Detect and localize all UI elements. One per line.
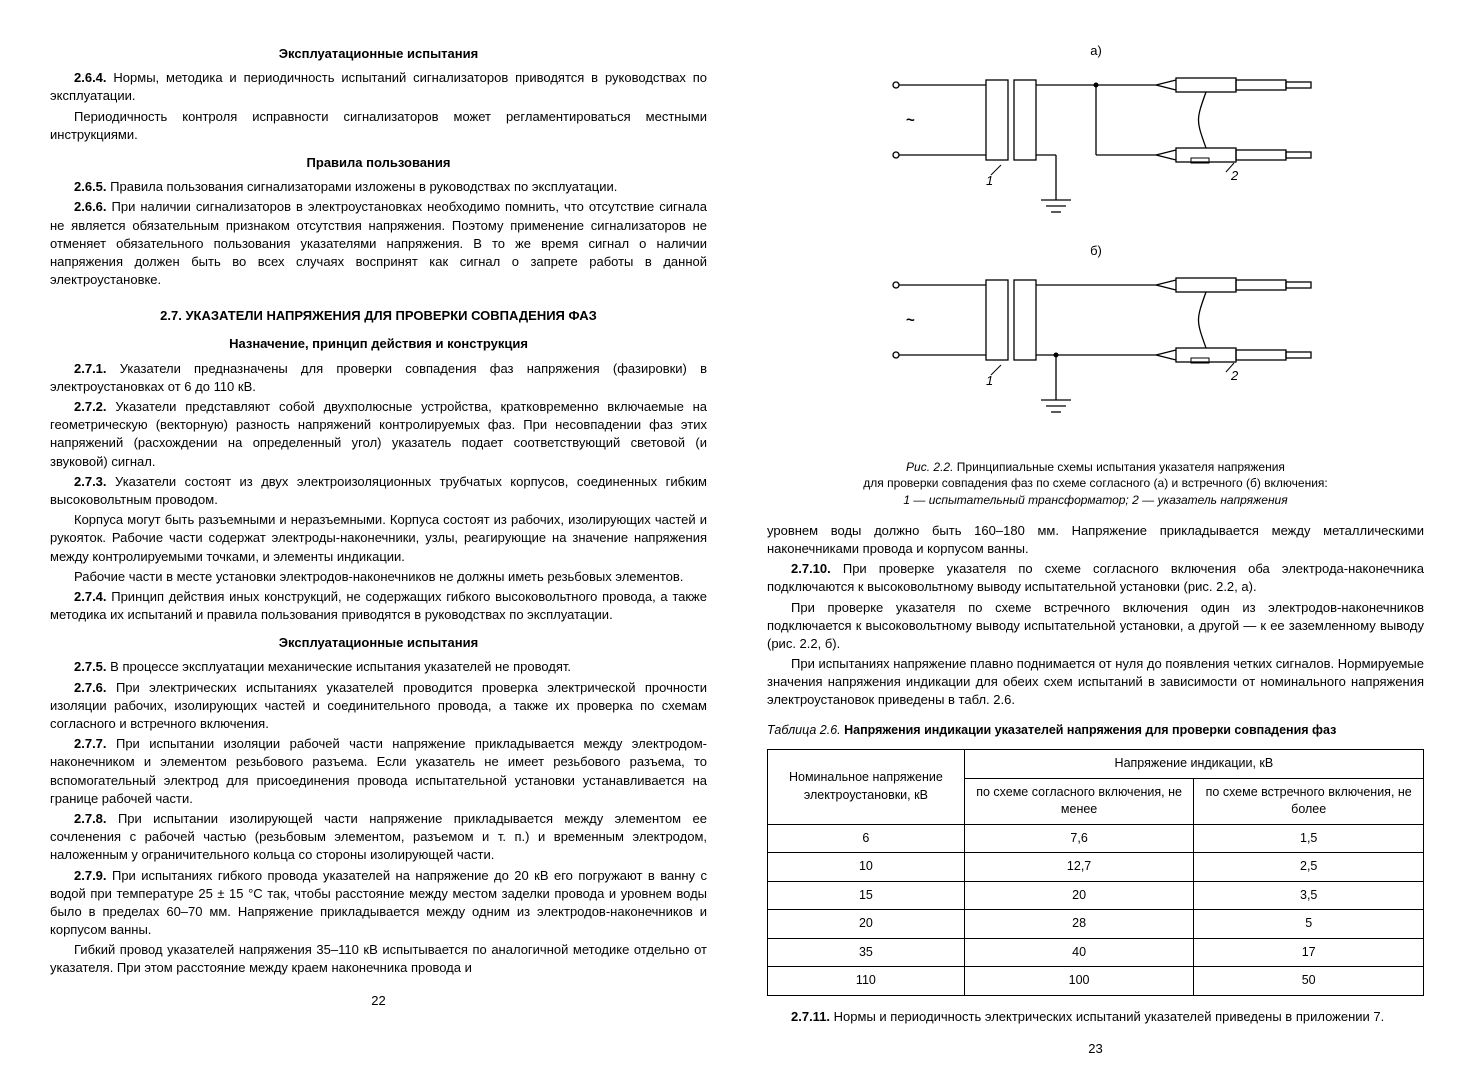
para-2710: 2.7.10. При проверке указателя по схеме …	[767, 560, 1424, 596]
table-row: 20285	[768, 910, 1424, 939]
heading-usage-rules: Правила пользования	[50, 154, 707, 172]
svg-text:2: 2	[1230, 168, 1239, 183]
svg-text:1: 1	[986, 173, 993, 188]
para-278: 2.7.8. При испытании изолирующей части н…	[50, 810, 707, 865]
para-265: 2.6.5. Правила пользования сигнализатора…	[50, 178, 707, 196]
para-276: 2.7.6. При электрических испытаниях указ…	[50, 679, 707, 734]
page-left: Эксплуатационные испытания 2.6.4. Нормы,…	[20, 20, 737, 1060]
th-indication: Напряжение индикации, кВ	[964, 750, 1423, 779]
table-row: 11010050	[768, 967, 1424, 996]
svg-text:~: ~	[906, 112, 915, 129]
svg-text:2: 2	[1230, 368, 1239, 383]
svg-text:1: 1	[986, 373, 993, 388]
table-row: 67,61,5	[768, 824, 1424, 853]
para-266: 2.6.6. При наличии сигнализаторов в элек…	[50, 198, 707, 289]
page-number-left: 22	[50, 992, 707, 1010]
heading-purpose: Назначение, принцип действия и конструкц…	[50, 335, 707, 353]
heading-operational-tests: Эксплуатационные испытания	[50, 45, 707, 63]
para-279b: Гибкий провод указателей напряжения 35–1…	[50, 941, 707, 977]
table-row: 15203,5	[768, 881, 1424, 910]
section-27-title: 2.7. УКАЗАТЕЛИ НАПРЯЖЕНИЯ ДЛЯ ПРОВЕРКИ С…	[50, 307, 707, 325]
para-275: 2.7.5. В процессе эксплуатации механичес…	[50, 658, 707, 676]
para-271: 2.7.1. Указатели предназначены для прове…	[50, 360, 707, 396]
para-264b: Периодичность контроля исправности сигна…	[50, 108, 707, 144]
para-272: 2.7.2. Указатели представляют собой двух…	[50, 398, 707, 471]
table-body: 67,61,5 1012,72,5 15203,5 20285 354017 1…	[768, 824, 1424, 995]
para-2710b: При проверке указателя по схеме встречно…	[767, 599, 1424, 654]
table-2-6-title: Таблица 2.6. Напряжения индикации указат…	[767, 722, 1424, 740]
th-soglas: по схеме согласного включения, не менее	[964, 778, 1194, 824]
page-right: а) ~ 1	[737, 20, 1454, 1060]
th-nominal: Номинальное напряжение электроустановки,…	[768, 750, 965, 825]
figure-caption: Рис. 2.2. Принципиальные схемы испытания…	[767, 459, 1424, 508]
para-264: 2.6.4. Нормы, методика и периодичность и…	[50, 69, 707, 105]
para-273c: Рабочие части в месте установки электрод…	[50, 568, 707, 586]
para-2711: 2.7.11. Нормы и периодичность электричес…	[767, 1008, 1424, 1026]
heading-operational-tests-2: Эксплуатационные испытания	[50, 634, 707, 652]
para-273b: Корпуса могут быть разъемными и неразъем…	[50, 511, 707, 566]
para-273: 2.7.3. Указатели состоят из двух электро…	[50, 473, 707, 509]
svg-text:~: ~	[906, 312, 915, 329]
para-279c: уровнем воды должно быть 160–180 мм. Нап…	[767, 522, 1424, 558]
figure-2-2: а) ~ 1	[767, 40, 1424, 445]
th-vstrech: по схеме встречного включения, не более	[1194, 778, 1424, 824]
para-279: 2.7.9. При испытаниях гибкого провода ук…	[50, 867, 707, 940]
para-274: 2.7.4. Принцип действия иных конструкций…	[50, 588, 707, 624]
table-2-6: Номинальное напряжение электроустановки,…	[767, 749, 1424, 996]
fig-label-a: а)	[1090, 43, 1102, 58]
table-row: 1012,72,5	[768, 853, 1424, 882]
para-2710c: При испытаниях напряжение плавно поднима…	[767, 655, 1424, 710]
table-row: 354017	[768, 938, 1424, 967]
fig-label-b: б)	[1090, 243, 1102, 258]
page-number-right: 23	[767, 1040, 1424, 1058]
para-277: 2.7.7. При испытании изоляции рабочей ча…	[50, 735, 707, 808]
